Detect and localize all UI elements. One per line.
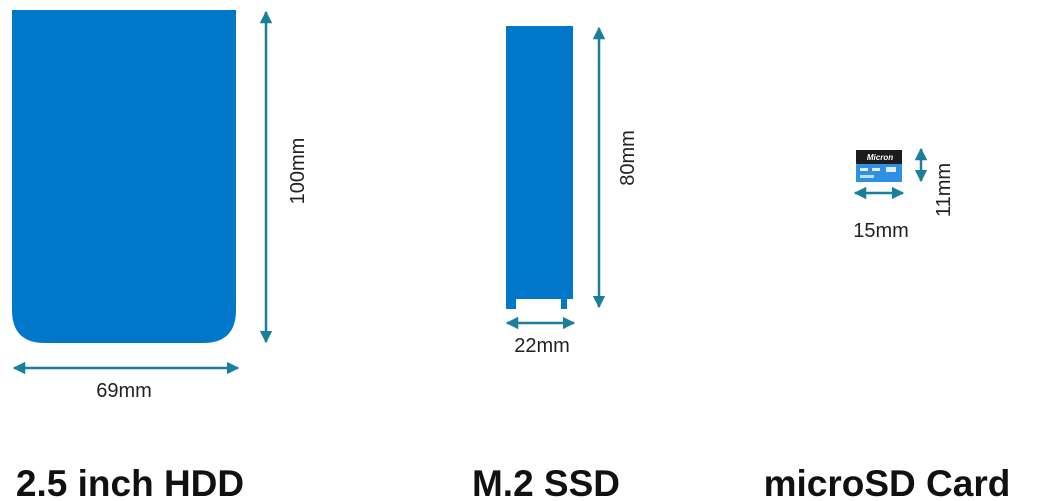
m2-height-label: 80mm bbox=[617, 130, 639, 186]
microsd-card-image: Micron bbox=[856, 150, 902, 182]
hdd-title: 2.5 inch HDD bbox=[16, 463, 244, 501]
microsd-title: microSD Card bbox=[764, 463, 1011, 501]
microsd-brand-label: Micron bbox=[867, 153, 893, 162]
m2-width-label: 22mm bbox=[514, 335, 570, 357]
hdd-width-label: 69mm bbox=[96, 380, 152, 402]
m2-ssd-shape bbox=[506, 26, 573, 309]
hdd-shape bbox=[12, 10, 236, 343]
microsd-height-label: 11mm bbox=[933, 163, 955, 217]
m2-ssd-group: 22mm 80mm M.2 SSD bbox=[472, 26, 639, 501]
hdd-group: 69mm 100mm 2.5 inch HDD bbox=[12, 10, 309, 501]
m2-title: M.2 SSD bbox=[472, 463, 620, 501]
microsd-width-label: 15mm bbox=[853, 220, 909, 242]
hdd-height-label: 100mm bbox=[287, 138, 309, 205]
microsd-group: Micron 15mm 11mm microSD Card bbox=[764, 147, 1011, 501]
